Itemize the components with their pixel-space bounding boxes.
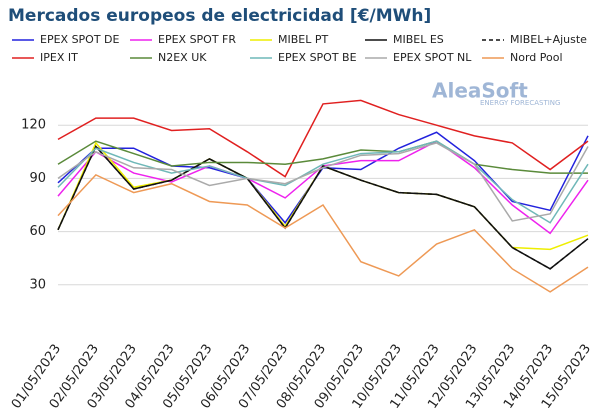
series-line <box>57 145 589 270</box>
series-line <box>57 99 589 178</box>
legend-label: MIBEL PT <box>278 33 328 46</box>
legend-label: EPEX SPOT BE <box>278 51 357 64</box>
legend-label: EPEX SPOT DE <box>40 33 120 46</box>
legend-label: N2EX UK <box>158 51 207 64</box>
legend-label: MIBEL+Ajuste <box>510 33 587 46</box>
series-line <box>57 140 589 224</box>
watermark-tagline: ENERGY FORECASTING <box>480 99 560 107</box>
series-line <box>57 173 589 293</box>
series-line <box>57 142 589 222</box>
y-tick-label: 30 <box>29 277 46 292</box>
y-tick-label: 90 <box>29 171 46 186</box>
y-tick-label: 60 <box>29 224 46 239</box>
series-line <box>57 140 588 174</box>
legend-label: Nord Pool <box>510 51 563 64</box>
legend-label: EPEX SPOT NL <box>393 51 472 64</box>
chart-title: Mercados europeos de electricidad [€/MWh… <box>8 6 431 26</box>
legend-label: IPEX IT <box>40 51 78 64</box>
series-line <box>57 131 589 224</box>
watermark: AleaSoft <box>432 79 528 103</box>
legend-label: MIBEL ES <box>393 33 444 46</box>
legend-label: EPEX SPOT FR <box>158 33 236 46</box>
y-tick-label: 120 <box>21 118 46 133</box>
